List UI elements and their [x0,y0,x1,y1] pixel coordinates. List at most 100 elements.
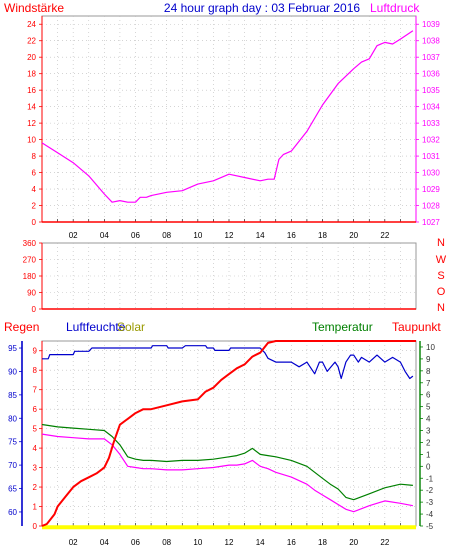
temperature-tick-label: 2 [426,438,431,447]
climate-panel-x-tick-label: 20 [349,538,358,547]
rain-tick-label: 3 [33,464,38,473]
wind-panel-x-tick-label: 10 [193,231,202,240]
humidity-tick-label: 75 [8,438,17,447]
humidity-tick-label: 80 [8,414,17,423]
humidity-line [42,345,414,380]
humidity-tick-label: 65 [8,485,17,494]
pressure-tick-label: 1031 [422,152,440,161]
pressure-axis-title: Luftdruck [370,1,420,15]
compass-label: N [437,237,445,249]
rain-axis-title: Regen [4,320,39,334]
rain-tick-label: 9 [33,347,38,356]
pressure-tick-label: 1033 [422,119,440,128]
pressure-tick-label: 1039 [422,20,440,29]
rain-tick-label: 7 [33,386,38,395]
direction-tick-label: 180 [23,272,37,281]
dewpoint-axis-title: Taupunkt [392,320,441,334]
temperature-tick-label: -5 [426,522,434,531]
temperature-tick-label: 8 [426,367,431,376]
temperature-tick-label: -2 [426,486,434,495]
direction-tick-label: 360 [23,239,37,248]
wind-panel-x-tick-label: 14 [256,231,265,240]
temperature-tick-label: 1 [426,450,431,459]
temperature-tick-label: -4 [426,510,434,519]
wind-tick-label: 12 [27,119,36,128]
pressure-line [41,30,414,203]
humidity-tick-label: 90 [8,367,17,376]
climate-panel-x-tick-label: 02 [69,538,78,547]
rain-tick-label: 0 [33,522,38,531]
climate-panel-x-tick-label: 22 [380,538,389,547]
pressure-tick-label: 1037 [422,53,440,62]
rain-tick-label: 6 [33,405,38,414]
pressure-tick-label: 1030 [422,169,440,178]
temperature-tick-label: 10 [426,343,435,352]
pressure-tick-label: 1034 [422,103,440,112]
wind-panel-x-tick-label: 02 [69,231,78,240]
climate-panel-x-tick-label: 16 [287,538,296,547]
direction-tick-label: 0 [32,305,37,314]
pressure-tick-label: 1028 [422,202,440,211]
rain-tick-label: 4 [33,444,38,453]
humidity-tick-label: 95 [8,344,17,353]
rain-tick-label: 2 [33,483,38,492]
temperature-tick-label: 3 [426,427,431,436]
rain-tick-label: 1 [33,503,38,512]
humidity-tick-label: 60 [8,508,17,517]
direction-tick-label: 270 [23,256,37,265]
temperature-tick-label: 6 [426,391,431,400]
wind-tick-label: 10 [27,136,36,145]
climate-panel-x-tick-label: 04 [100,538,109,547]
climate-panel-x-tick-label: 14 [256,538,265,547]
wind-panel-x-tick-label: 06 [131,231,140,240]
rain-tick-label: 8 [33,366,38,375]
temperature-tick-label: -1 [426,474,434,483]
climate-panel-x-tick-label: 08 [162,538,171,547]
wind-axis-title: Windstärke [4,1,64,15]
dewpoint-line [41,433,414,513]
humidity-tick-label: 70 [8,461,17,470]
pressure-tick-label: 1032 [422,136,440,145]
wind-pressure-plot-area [41,15,417,223]
wind-panel-x-tick-label: 12 [225,231,234,240]
wind-tick-label: 8 [32,152,37,161]
pressure-tick-label: 1038 [422,37,440,46]
temperature-tick-label: 0 [426,462,431,471]
wind-tick-label: 0 [32,218,37,227]
wind-tick-label: 18 [27,70,36,79]
wind-panel-x-tick-label: 08 [162,231,171,240]
wind-tick-label: 16 [27,86,36,95]
wind-panel-x-tick-label: 22 [380,231,389,240]
wind-tick-label: 4 [32,185,37,194]
humidity-axis-title: Luftfeuchte [66,320,126,334]
humidity-tick-label: 85 [8,391,17,400]
wind-tick-label: 2 [32,202,37,211]
temperature-tick-label: 5 [426,403,431,412]
pressure-tick-label: 1035 [422,86,440,95]
pressure-tick-label: 1027 [422,218,440,227]
climate-panel-x-tick-label: 06 [131,538,140,547]
temperature-tick-label: 9 [426,355,431,364]
wind-panel-x-tick-label: 20 [349,231,358,240]
temperature-line [41,423,413,501]
direction-tick-label: 90 [27,289,36,298]
wind-tick-label: 6 [32,169,37,178]
rain-tick-label: 5 [33,425,38,434]
temperature-tick-label: 7 [426,379,431,388]
compass-label: S [437,270,444,282]
temperature-tick-label: 4 [426,415,431,424]
compass-label: O [437,286,446,298]
rain-line [41,340,416,527]
climate-panel-x-tick-label: 10 [193,538,202,547]
wind-panel-x-tick-label: 04 [100,231,109,240]
temperature-tick-label: -3 [426,498,434,507]
climate-panel-x-tick-label: 18 [318,538,327,547]
wind-tick-label: 14 [27,103,36,112]
climate-panel-x-tick-label: 12 [225,538,234,547]
wind-tick-label: 20 [27,53,36,62]
solar-legend-label: Solar [117,320,145,334]
compass-label: W [436,254,447,266]
pressure-tick-label: 1036 [422,70,440,79]
